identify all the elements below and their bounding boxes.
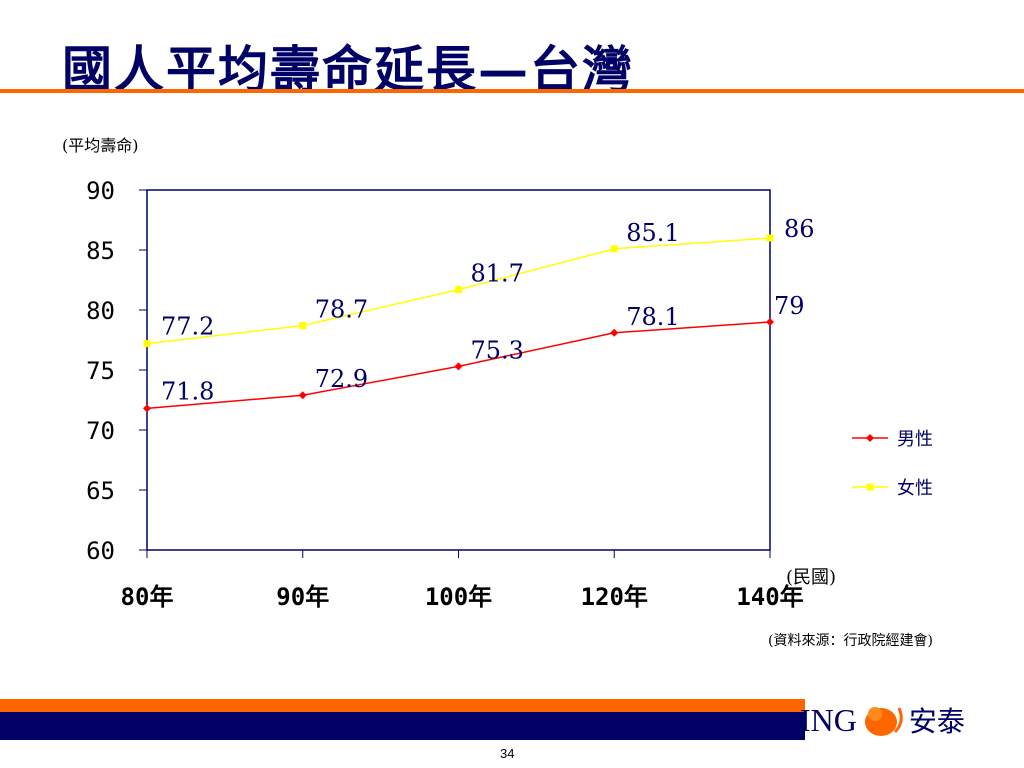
x-tick-label: 140年 <box>736 583 803 611</box>
data-label: 86 <box>784 215 815 243</box>
y-tick-label: 75 <box>86 357 115 385</box>
data-label: 72.9 <box>315 365 368 393</box>
x-tick-label: 90年 <box>276 583 329 611</box>
x-tick-label: 80年 <box>121 583 174 611</box>
legend-marker <box>866 483 874 491</box>
x-tick-label: 100年 <box>425 583 492 611</box>
footer-navy-bar <box>0 712 805 740</box>
data-point <box>766 234 774 242</box>
title-divider <box>0 89 1024 93</box>
y-tick-label: 60 <box>86 537 115 565</box>
data-label: 81.7 <box>471 260 524 288</box>
y-tick-label: 70 <box>86 417 115 445</box>
data-label: 85.1 <box>626 219 679 247</box>
data-label: 77.2 <box>161 313 214 341</box>
x-tick-label: 120年 <box>581 583 648 611</box>
y-tick-label: 80 <box>86 297 115 325</box>
data-point <box>143 404 151 413</box>
page-number: 34 <box>500 746 515 761</box>
logo-chinese: 安泰 <box>908 705 965 738</box>
data-point <box>298 391 307 400</box>
source-note: (資料來源：行政院經建會) <box>768 633 933 649</box>
y-tick-label: 65 <box>86 477 115 505</box>
data-label: 71.8 <box>161 377 214 405</box>
ing-logo: ING 安泰 <box>800 700 965 740</box>
data-label: 75.3 <box>471 336 524 364</box>
line-chart: 60 65 70 75 80 85 90 80年 90年 100年 120年 140年 71.8 72.9… <box>86 177 933 611</box>
data-point <box>454 362 463 371</box>
y-tick-label: 85 <box>86 237 115 265</box>
data-point <box>610 245 618 253</box>
logo-brand: ING <box>800 701 857 738</box>
legend-marker <box>866 434 874 442</box>
legend-label: 女性 <box>897 478 933 499</box>
y-tick-label: 90 <box>86 177 115 205</box>
footer-orange-bar <box>0 699 805 712</box>
data-point <box>766 318 774 326</box>
legend-label: 男性 <box>897 429 933 450</box>
lion-icon <box>864 707 903 736</box>
data-point <box>299 322 307 330</box>
y-axis-label: (平均壽命) <box>62 136 139 155</box>
data-point <box>610 328 619 337</box>
data-point <box>143 340 151 348</box>
data-label: 79 <box>774 292 805 320</box>
x-axis-unit: (民國) <box>786 567 837 588</box>
data-point <box>455 286 462 294</box>
data-label: 78.7 <box>315 296 368 324</box>
data-label: 78.1 <box>626 303 679 331</box>
